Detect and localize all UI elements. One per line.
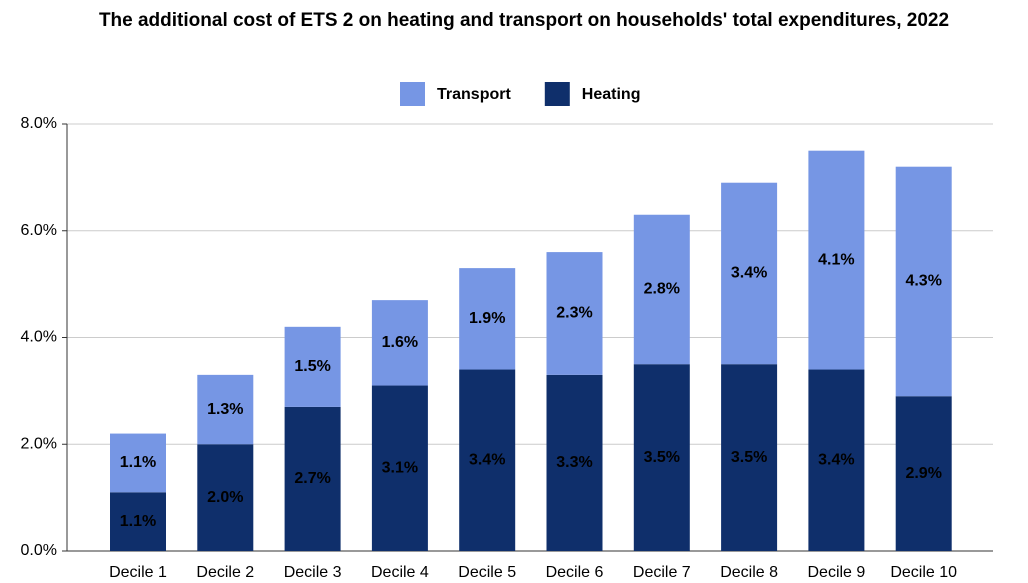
bar-segment: [895, 396, 952, 551]
bar-segment: [546, 252, 603, 375]
bar-segment: [197, 374, 254, 445]
x-tick-label: Decile 2: [196, 564, 254, 581]
x-tick-label: Decile 5: [458, 564, 516, 581]
data-label: 1.1%: [120, 513, 156, 530]
x-tick-label: Decile 8: [720, 564, 778, 581]
data-label: 3.3%: [556, 454, 592, 471]
bar-segment: [895, 166, 952, 397]
data-label: 2.8%: [644, 281, 680, 298]
bar-segment: [459, 268, 516, 370]
data-label: 3.4%: [469, 451, 505, 468]
bar-segment: [459, 369, 516, 551]
bar-segment: [284, 326, 341, 407]
bar-segment: [371, 300, 428, 386]
bar-segment: [633, 364, 690, 551]
data-label: 4.1%: [818, 251, 854, 268]
data-label: 4.3%: [905, 273, 941, 290]
bar-segment: [546, 374, 603, 551]
data-label: 3.5%: [731, 449, 767, 466]
data-label: 2.3%: [556, 305, 592, 322]
y-tick-label: 8.0%: [21, 115, 57, 132]
legend-label: Transport: [437, 86, 511, 103]
x-tick-label: Decile 1: [109, 564, 167, 581]
data-label: 3.1%: [382, 459, 418, 476]
y-tick-label: 2.0%: [21, 435, 57, 452]
bar-segment: [721, 182, 778, 365]
x-tick-label: Decile 6: [546, 564, 604, 581]
bar-segment: [284, 406, 341, 551]
data-label: 1.1%: [120, 454, 156, 471]
legend-swatch: [544, 82, 570, 106]
data-label: 2.7%: [294, 470, 330, 487]
x-tick-label: Decile 10: [890, 564, 957, 581]
y-tick-label: 4.0%: [21, 329, 57, 346]
bar-segment: [808, 369, 865, 551]
legend-swatch: [400, 82, 425, 106]
legend-label: Heating: [582, 86, 641, 103]
data-label: 1.9%: [469, 310, 505, 327]
bar-segment: [110, 492, 166, 551]
bar-segment: [371, 385, 428, 551]
data-label: 1.6%: [382, 334, 418, 351]
data-label: 3.4%: [818, 451, 854, 468]
data-label: 1.5%: [294, 358, 330, 375]
x-tick-label: Decile 4: [371, 564, 429, 581]
y-tick-label: 0.0%: [21, 542, 57, 559]
x-tick-label: Decile 7: [633, 564, 691, 581]
bar-segment: [721, 364, 778, 551]
bar-segment: [808, 150, 865, 370]
bar-segment: [633, 214, 690, 365]
x-tick-label: Decile 9: [807, 564, 865, 581]
x-tick-label: Decile 3: [284, 564, 342, 581]
data-label: 2.0%: [207, 489, 243, 506]
data-label: 2.9%: [905, 465, 941, 482]
data-label: 3.4%: [731, 265, 767, 282]
bar-segment: [197, 444, 254, 551]
data-label: 3.5%: [644, 449, 680, 466]
bar-segment: [110, 433, 166, 493]
y-tick-label: 6.0%: [21, 222, 57, 239]
chart-title: The additional cost of ETS 2 on heating …: [98, 10, 950, 31]
data-label: 1.3%: [207, 401, 243, 418]
